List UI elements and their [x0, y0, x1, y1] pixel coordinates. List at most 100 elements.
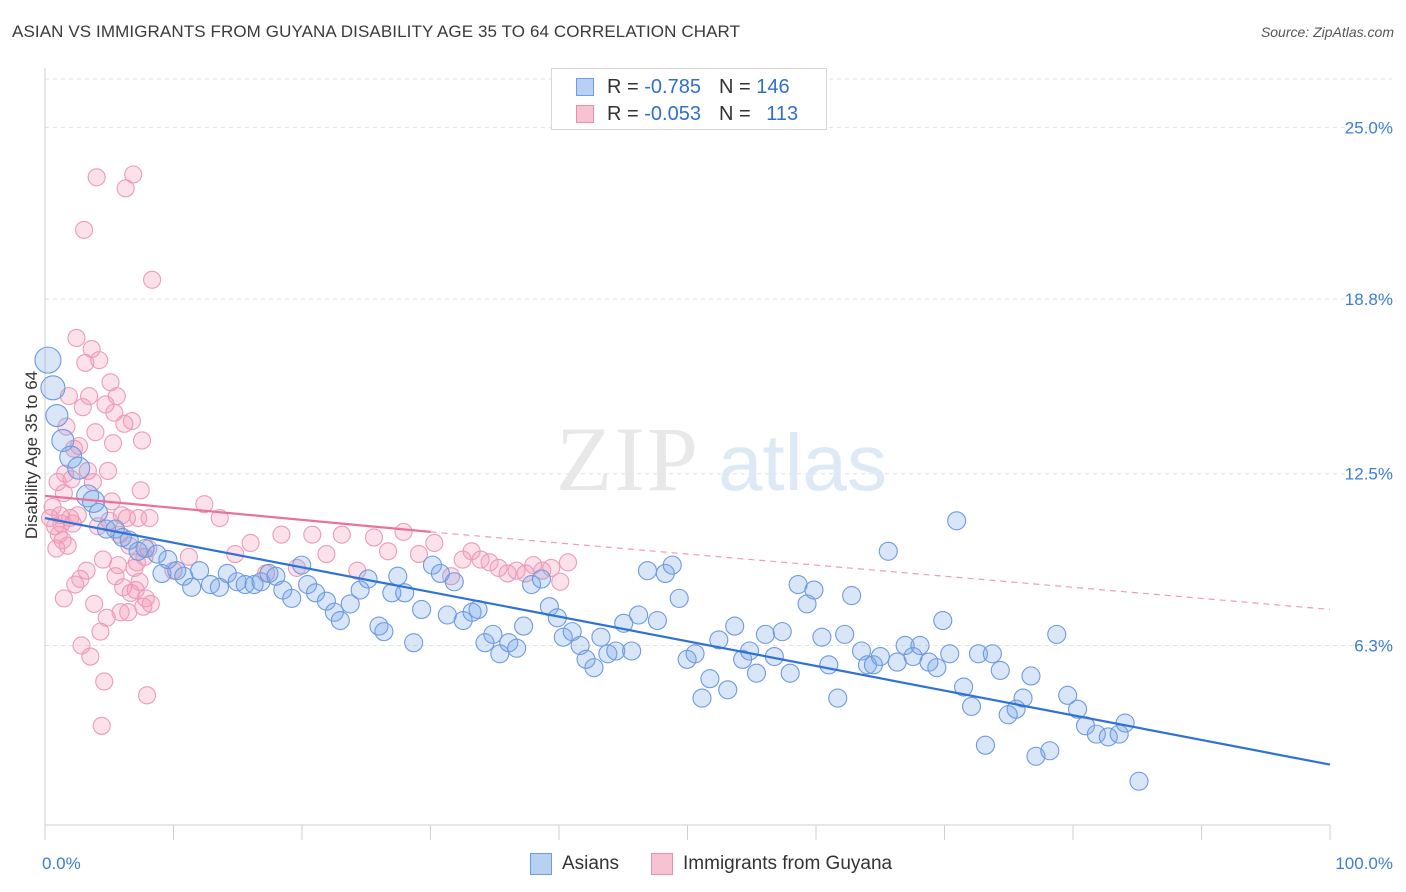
asian-point — [819, 655, 839, 675]
guyana-point — [92, 716, 111, 735]
asian-point — [1047, 624, 1067, 644]
asian-point — [598, 644, 618, 664]
guyana-point — [66, 575, 85, 594]
asian-point — [340, 594, 360, 614]
asian-point — [669, 588, 689, 608]
guyana-point — [136, 589, 155, 608]
asian-point — [34, 346, 62, 374]
asian-point — [404, 633, 424, 653]
guyana-point — [122, 412, 141, 431]
asian-point — [887, 652, 907, 672]
asian-point — [804, 580, 824, 600]
legend-r-label: R = — [607, 102, 645, 125]
x-tick-label-max: 100.0% — [1335, 854, 1393, 873]
asian-point — [227, 572, 247, 592]
asian-point — [982, 644, 1002, 664]
guyana-point — [179, 547, 198, 566]
asian-point — [483, 624, 503, 644]
guyana-point — [364, 528, 384, 547]
asian-point — [842, 586, 862, 606]
asian-point — [1021, 666, 1041, 686]
legend-swatch-asians — [576, 78, 594, 96]
legend-n-value: 146 — [756, 75, 790, 98]
asian-point — [780, 663, 800, 683]
asian-point — [685, 644, 705, 664]
legend-swatch-guyana — [576, 105, 594, 123]
guyana-point — [140, 508, 159, 528]
guyana-trend-line — [44, 494, 431, 533]
asian-point — [298, 574, 318, 595]
guyana-trend-extension — [430, 531, 1331, 611]
asian-point — [975, 735, 995, 755]
asian-trend-line — [44, 516, 1331, 766]
asian-point — [147, 544, 167, 564]
guyana-point — [558, 553, 578, 572]
y-tick-label: 12.5% — [1345, 465, 1393, 484]
asian-point — [514, 616, 534, 636]
guyana-point — [80, 387, 99, 406]
asian-point — [990, 660, 1010, 680]
asian-point — [954, 677, 974, 697]
chart-title: ASIAN VS IMMIGRANTS FROM GUYANA DISABILI… — [12, 22, 741, 41]
guyana-point — [132, 431, 152, 450]
guyana-point — [95, 672, 114, 691]
asian-point — [251, 572, 271, 592]
asian-point — [422, 555, 443, 575]
guyana-point — [93, 550, 113, 569]
series-label-asians: Asians — [562, 853, 620, 874]
y-tick-label: 18.8% — [1345, 290, 1393, 309]
legend-r-label: R = — [607, 75, 645, 98]
asian-point — [553, 627, 573, 647]
guyana-point — [87, 168, 106, 187]
y-axis-label: Disability Age 35 to 64 — [22, 371, 41, 539]
guyana-point — [53, 531, 72, 550]
guyana-point — [551, 572, 570, 591]
series-legend-guyana[interactable]: Immigrants from Guyana — [651, 853, 892, 875]
asian-point — [374, 622, 394, 642]
asian-point — [282, 588, 302, 608]
series-legend-asians[interactable]: Asians — [530, 853, 619, 875]
guyana-point — [109, 556, 128, 575]
series-swatch-guyana — [651, 853, 674, 875]
asian-point — [692, 688, 712, 708]
asian-point — [725, 616, 745, 636]
asian-point — [316, 591, 336, 611]
asian-point — [45, 403, 69, 428]
asian-point — [961, 696, 982, 716]
asian-point — [412, 599, 432, 620]
asian-point — [788, 574, 808, 595]
asian-point — [584, 658, 604, 678]
asian-point — [1098, 727, 1118, 747]
asian-point — [835, 624, 855, 644]
asian-point — [709, 630, 729, 650]
asian-point — [217, 563, 237, 583]
gridlines — [45, 78, 1392, 646]
source-note: Source: ZipAtlas.com — [1260, 24, 1394, 40]
legend-n-label: N = — [718, 102, 757, 125]
watermark: ZIP atlas — [556, 408, 887, 510]
guyana-point — [332, 525, 351, 544]
guyana-point — [81, 647, 100, 666]
guyana-point — [111, 603, 130, 622]
asian-point — [388, 566, 408, 586]
asian-point — [895, 635, 915, 656]
asian-point — [507, 638, 527, 658]
series-legend: Asians Immigrants from Guyana — [530, 852, 924, 876]
guyana-point — [124, 165, 143, 184]
guyana-point — [77, 561, 96, 580]
asian-point — [591, 627, 611, 647]
asian-point — [910, 635, 930, 656]
guyana-point — [317, 544, 336, 564]
legend-n-label: N = — [718, 75, 757, 98]
legend-r-value: -0.785 — [644, 75, 701, 98]
guyana-point — [131, 481, 150, 500]
asian-point — [576, 649, 596, 669]
asian-point — [637, 561, 658, 581]
guyana-point — [58, 536, 77, 555]
guyana-point — [195, 495, 214, 514]
series-swatch-asians — [530, 853, 552, 875]
watermark-zip: ZIP — [556, 408, 700, 510]
axes — [44, 68, 1331, 840]
asian-point — [746, 663, 767, 683]
asian-point — [812, 627, 832, 647]
